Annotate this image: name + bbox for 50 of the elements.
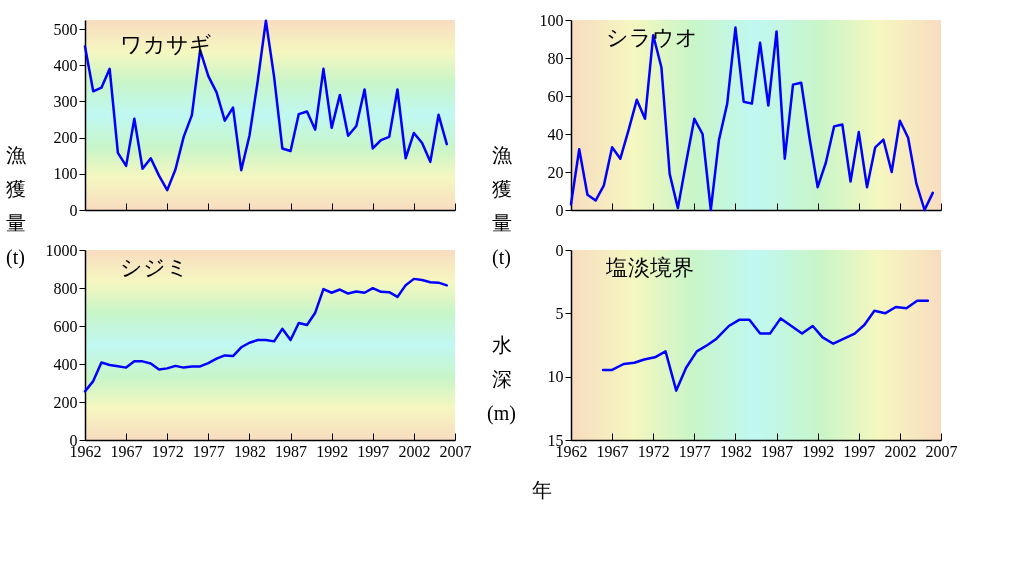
y-tick-label: 200 bbox=[53, 129, 78, 147]
x-tick-label: 1997 bbox=[357, 442, 390, 460]
line-series bbox=[569, 26, 935, 212]
x-axis-title: 年 bbox=[531, 478, 552, 501]
y-tick-label: 20 bbox=[547, 163, 564, 181]
x-tick-label: 1992 bbox=[316, 442, 349, 460]
y-tick-label: 800 bbox=[53, 279, 78, 297]
x-tick-label: 2007 bbox=[439, 442, 472, 460]
x-tick-label: 1992 bbox=[802, 442, 835, 460]
x-tick-label: 1997 bbox=[843, 442, 876, 460]
y-tick-label: 1000 bbox=[45, 241, 78, 259]
x-tick-label: 1982 bbox=[719, 442, 752, 460]
x-tick-label: 1972 bbox=[637, 442, 670, 460]
x-tick-label: 1977 bbox=[192, 442, 225, 460]
chart-title: シラウオ bbox=[606, 25, 698, 50]
x-tick-label: 2007 bbox=[925, 442, 958, 460]
y-axis-title: 漁獲量(t) bbox=[5, 143, 26, 269]
y-tick-label: 600 bbox=[53, 317, 78, 335]
x-tick-label: 1967 bbox=[596, 442, 629, 460]
x-tick-label: 1987 bbox=[761, 442, 794, 460]
y-axis-title: 漁獲量(t) bbox=[491, 143, 512, 269]
text: ワカサギ bbox=[120, 32, 212, 58]
y-tick-label: 60 bbox=[547, 87, 564, 105]
line-series bbox=[601, 299, 930, 392]
x-tick-label: 1967 bbox=[110, 442, 143, 460]
x-tick-label: 1972 bbox=[151, 442, 184, 460]
y-tick-label: 400 bbox=[53, 355, 78, 373]
y-tick-label: 400 bbox=[53, 56, 78, 74]
x-tick-label: 2002 bbox=[398, 442, 431, 460]
y-tick-label: 500 bbox=[53, 20, 78, 38]
y-tick-label: 80 bbox=[547, 49, 564, 67]
line-series bbox=[83, 19, 449, 192]
y-axis-title: 水深(m) bbox=[487, 333, 516, 425]
chart-title: 塩淡境界 bbox=[605, 255, 694, 280]
y-tick-label: 0 bbox=[69, 201, 78, 219]
x-tick-label: 2002 bbox=[884, 442, 917, 460]
line-series bbox=[83, 277, 449, 393]
y-tick-label: 200 bbox=[53, 393, 78, 411]
y-tick-label: 40 bbox=[547, 125, 564, 143]
y-tick-label: 100 bbox=[53, 165, 78, 183]
x-tick-label: 1987 bbox=[275, 442, 308, 460]
y-tick-label: 300 bbox=[53, 92, 78, 110]
chart-title: シジミ bbox=[120, 255, 189, 280]
y-tick-label: 100 bbox=[539, 11, 564, 29]
y-tick-label: 0 bbox=[555, 201, 564, 219]
y-tick-label: 10 bbox=[547, 368, 564, 386]
x-tick-label: 1982 bbox=[233, 442, 266, 460]
x-tick-label: 1977 bbox=[678, 442, 711, 460]
y-tick-label: 0 bbox=[555, 241, 564, 259]
y-tick-label: 5 bbox=[555, 304, 564, 322]
